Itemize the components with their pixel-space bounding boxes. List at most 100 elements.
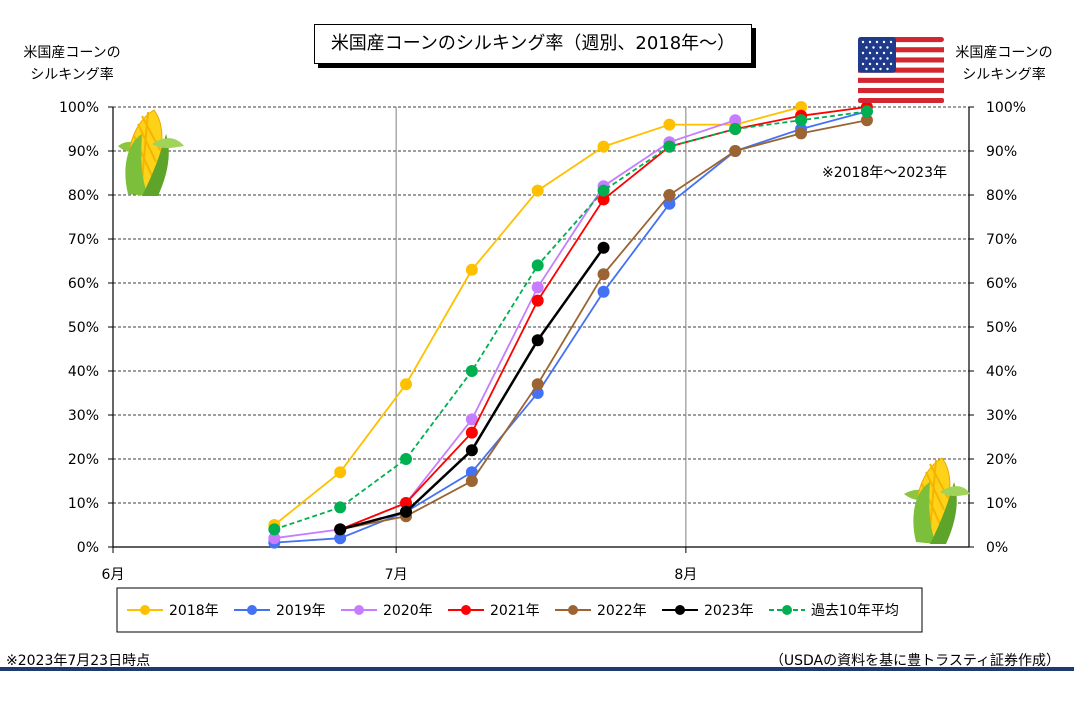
data-point [597, 241, 610, 254]
chart-title: 米国産コーンのシルキング率（週別、2018年～） [314, 24, 752, 64]
chart-series [268, 101, 873, 549]
y-tick-label-right: 70% [986, 232, 1017, 248]
data-point [465, 426, 478, 439]
y-tick-label-left: 20% [68, 452, 99, 468]
data-point [663, 118, 676, 131]
right-axis-caption-line: シルキング率 [962, 67, 1046, 83]
data-point [531, 281, 544, 294]
legend-label: 2022年 [597, 603, 647, 619]
series-2022年 [334, 114, 873, 536]
bottom-divider [0, 667, 1074, 671]
y-tick-label-left: 10% [68, 496, 99, 512]
data-point [268, 523, 281, 536]
y-tick-label-right: 40% [986, 364, 1017, 380]
data-point [334, 466, 347, 479]
data-point [465, 365, 478, 377]
legend-marker [140, 605, 150, 615]
legend-marker [782, 605, 792, 615]
series-2018年 [268, 101, 808, 531]
series-2020年 [268, 114, 742, 545]
y-tick-label-right: 20% [986, 452, 1017, 468]
y-tick-label-right: 100% [986, 100, 1026, 116]
data-point [531, 294, 544, 307]
legend-label: 2020年 [383, 603, 433, 619]
y-tick-label-left: 80% [68, 188, 99, 204]
y-tick-label-left: 100% [59, 100, 99, 116]
series-line [274, 110, 868, 531]
y-tick-label-right: 90% [986, 144, 1017, 160]
legend-label: 2023年 [704, 603, 754, 619]
data-point [465, 475, 478, 487]
y-tick-label-right: 80% [986, 188, 1017, 204]
data-point [795, 114, 808, 127]
data-point [400, 505, 413, 518]
y-tick-label-left: 90% [68, 144, 99, 160]
data-point [465, 444, 478, 457]
us-flag-icon [858, 37, 944, 103]
data-point [729, 114, 742, 127]
y-tick-label-left: 50% [68, 320, 99, 336]
right-axis-caption-line: 米国産コーンの [955, 45, 1053, 61]
data-point [531, 378, 544, 391]
corn-icon [118, 109, 184, 196]
data-point [729, 145, 742, 157]
series-line [339, 106, 868, 531]
data-point [531, 334, 544, 347]
footnote-date: ※2023年7月23日時点 [6, 653, 151, 669]
data-point [400, 497, 413, 509]
legend-label: 2021年 [490, 603, 540, 619]
chart-axes: 0% 0% 10% 10% 20% 20% 30% 30% 40% 40% 50% 50% 60% 60%… [59, 100, 1026, 583]
series-line [274, 110, 868, 544]
y-tick-label-left: 70% [68, 232, 99, 248]
legend-label: 過去10年平均 [811, 603, 899, 619]
y-tick-label-left: 0% [77, 540, 99, 556]
y-tick-label-right: 30% [986, 408, 1017, 424]
data-point [334, 532, 347, 545]
series-line [339, 247, 605, 531]
data-point [465, 413, 478, 426]
y-tick-label-right: 10% [986, 496, 1017, 512]
legend-marker [461, 605, 471, 615]
series-2023年 [334, 241, 610, 536]
data-point [334, 523, 347, 536]
data-point [860, 114, 873, 127]
y-tick-label-right: 60% [986, 276, 1017, 292]
data-point [729, 123, 742, 135]
data-point [597, 285, 610, 298]
data-point [465, 263, 478, 276]
chart-legend: 2018年 2019年 2020年 2021年 2022年 2023年 過去10年平均 [116, 587, 923, 633]
data-point [531, 259, 544, 272]
left-axis-caption-line: 米国産コーンの [23, 45, 121, 61]
y-tick-label-left: 40% [68, 364, 99, 380]
data-point [597, 140, 610, 153]
x-tick-label: 6月 [102, 567, 125, 583]
data-point [795, 127, 808, 140]
legend-marker [568, 605, 578, 615]
left-axis-caption-line: シルキング率 [30, 67, 114, 83]
data-point [531, 184, 544, 197]
x-tick-label: 8月 [674, 567, 697, 583]
series-2021年 [334, 101, 873, 536]
data-point [400, 378, 413, 391]
y-tick-label-right: 0% [986, 540, 1008, 556]
legend-marker [354, 605, 364, 615]
corn-icon [904, 457, 970, 544]
data-point [597, 193, 610, 206]
data-point [860, 105, 873, 118]
y-tick-label-left: 60% [68, 276, 99, 292]
data-point [597, 268, 610, 281]
y-tick-label-left: 30% [68, 408, 99, 424]
data-point [795, 101, 808, 113]
legend-label: 2019年 [276, 603, 326, 619]
legend-label: 2018年 [169, 603, 219, 619]
right-axis-caption: 米国産コーンの シルキング率 [944, 42, 1064, 86]
y-tick-label-right: 50% [986, 320, 1017, 336]
footnote-source: （USDAの資料を基に豊トラスティ証券作成） [769, 653, 1060, 669]
data-point [663, 140, 676, 153]
legend-marker [247, 605, 257, 615]
series-line [273, 106, 802, 526]
range-note: ※2018年～2023年 [822, 165, 947, 181]
left-axis-caption: 米国産コーンの シルキング率 [12, 42, 132, 86]
data-point [663, 189, 676, 201]
